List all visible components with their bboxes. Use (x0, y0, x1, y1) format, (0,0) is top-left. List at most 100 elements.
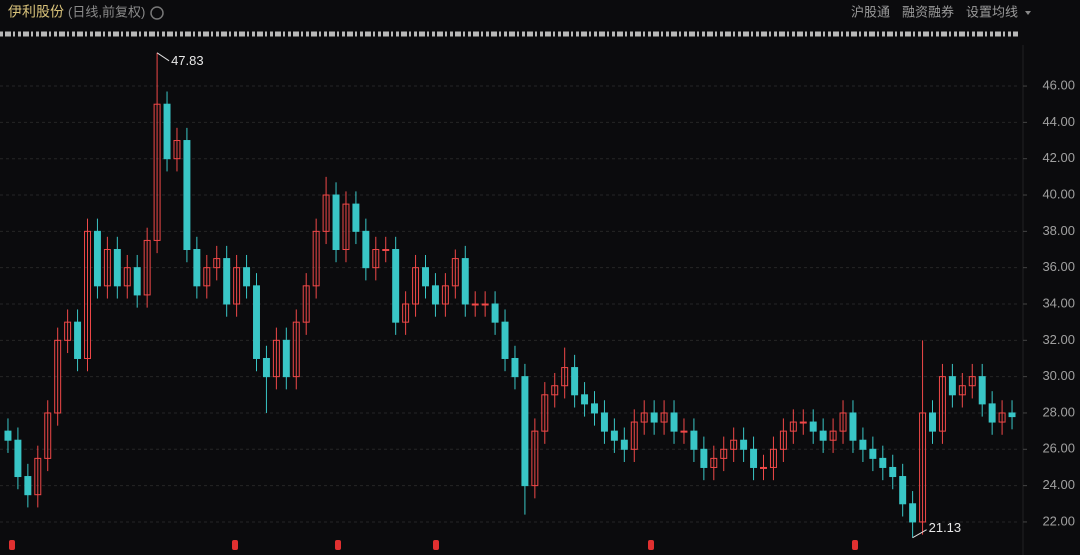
candle-body (541, 394, 549, 432)
y-tick-label: 26.00 (1042, 441, 1075, 456)
candle-body (531, 430, 539, 487)
candle-body (441, 285, 449, 305)
y-tick-label: 22.00 (1042, 513, 1075, 528)
candle-body (521, 376, 529, 487)
event-icon[interactable] (232, 540, 238, 550)
candle-body (233, 267, 241, 305)
candle-body (282, 339, 290, 378)
candle-body (44, 412, 52, 459)
candle-body (620, 439, 628, 450)
event-icon[interactable] (852, 540, 858, 550)
candle-body (54, 339, 62, 414)
candle-body (829, 430, 837, 441)
candle-body (968, 376, 976, 387)
dropdown-arrow (1025, 11, 1031, 15)
settings-icon[interactable] (150, 6, 164, 20)
candle-body (143, 239, 151, 296)
candle-body (501, 321, 509, 359)
min-pointer (912, 529, 927, 539)
event-icon[interactable] (335, 540, 341, 550)
candle-body (958, 385, 966, 396)
candle-body (561, 367, 569, 387)
event-icon[interactable] (648, 540, 654, 550)
candle-body (34, 457, 42, 496)
candle-body (481, 303, 489, 306)
y-tick-label: 40.00 (1042, 186, 1075, 201)
candle-body (640, 412, 648, 423)
candle-body (74, 321, 82, 359)
candle-body (899, 476, 907, 505)
candle-body (610, 430, 618, 441)
candle-body (760, 466, 767, 469)
candle-body (690, 430, 698, 450)
candle-body (1008, 412, 1016, 418)
candle-body (819, 430, 827, 441)
max-label: 47.83 (171, 53, 204, 68)
candle-body (342, 203, 350, 251)
candle-body (998, 412, 1006, 423)
y-tick-label: 30.00 (1042, 368, 1075, 383)
candle-body (203, 267, 211, 287)
candle-body (769, 448, 777, 468)
candle-body (700, 448, 708, 468)
candle-body (859, 439, 867, 450)
candle-body (133, 267, 141, 296)
candle-body (938, 376, 946, 432)
candle-body (461, 258, 469, 305)
candle-body (312, 230, 320, 287)
candle-body (978, 376, 986, 405)
candle-body (491, 303, 499, 323)
candle-body (988, 403, 996, 423)
candle-body (600, 412, 608, 432)
candle-body (750, 448, 758, 468)
y-tick-label: 34.00 (1042, 295, 1075, 310)
candle-body (4, 430, 12, 441)
candle-body (670, 412, 678, 432)
candle-body (849, 412, 857, 441)
toolbar-button[interactable]: 沪股通 (851, 4, 890, 19)
candle-body (352, 203, 360, 232)
chart-subtitle: (日线,前复权) (68, 4, 145, 19)
candle-body (322, 194, 330, 232)
candle-body (262, 357, 270, 378)
candle-body (113, 249, 121, 287)
candle-body (272, 339, 280, 378)
candle-body (879, 457, 887, 468)
candle-body (869, 448, 877, 459)
candle-body (292, 321, 300, 378)
candle-body (64, 321, 72, 341)
toolbar-button[interactable]: 融资融券 (902, 4, 954, 19)
candle-body (740, 439, 748, 450)
candle-body (193, 249, 201, 287)
candle-body (591, 403, 598, 414)
candle-body (14, 439, 22, 478)
candle-body (929, 412, 936, 432)
candle-body (839, 412, 847, 432)
candle-body (511, 357, 519, 378)
candle-body (630, 421, 638, 450)
candle-body (809, 421, 817, 432)
candle-body (183, 140, 191, 251)
y-tick-label: 42.00 (1042, 150, 1075, 165)
y-tick-label: 44.00 (1042, 114, 1075, 129)
candle-body (382, 249, 390, 252)
y-tick-label: 36.00 (1042, 259, 1075, 274)
toolbar-button[interactable]: 设置均线 (966, 4, 1018, 19)
candle-body (402, 303, 410, 323)
candle-body (422, 267, 429, 287)
min-label: 21.13 (929, 520, 962, 535)
candle-body (24, 476, 32, 496)
candle-body (153, 103, 161, 241)
candle-body (392, 249, 400, 323)
event-icon[interactable] (433, 540, 439, 550)
candle-body (789, 421, 797, 432)
candle-body (302, 285, 310, 323)
event-icon[interactable] (9, 540, 15, 550)
y-tick-label: 32.00 (1042, 332, 1075, 347)
y-tick-label: 38.00 (1042, 223, 1075, 238)
candle-body (103, 249, 111, 287)
y-tick-label: 28.00 (1042, 404, 1075, 419)
candle-body (253, 285, 260, 359)
y-tick-label: 24.00 (1042, 477, 1075, 492)
